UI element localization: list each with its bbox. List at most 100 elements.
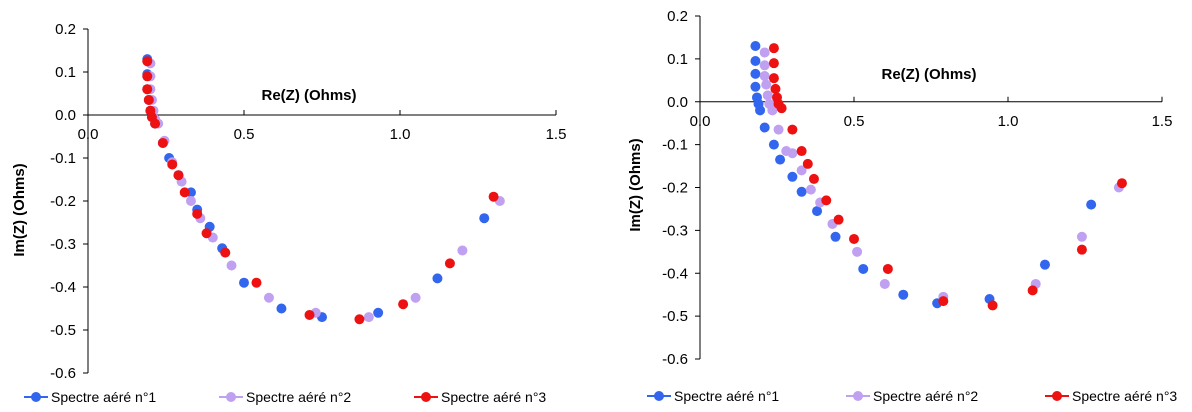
data-point	[201, 228, 212, 239]
data-point	[796, 186, 807, 197]
legend-marker	[654, 391, 664, 401]
data-point	[142, 56, 153, 67]
y-tick-label: -0.5	[662, 308, 688, 325]
legend-label: Spectre aéré n°1	[51, 389, 156, 405]
axes	[83, 28, 557, 374]
chart-1: Re(Z) (Ohms) Im(Z) (Ohms) 0.2 0.1 0.0 -0.1 -…	[11, 21, 566, 405]
data-point	[750, 81, 761, 92]
data-point	[787, 171, 798, 182]
data-point	[457, 245, 468, 256]
y-tick-label: 0.0	[667, 94, 688, 111]
y-tick-label: -0.6	[50, 365, 76, 382]
data-point	[821, 195, 832, 206]
data-point	[304, 309, 315, 320]
legend-item: Spectre aéré n°2	[219, 389, 351, 405]
data-point	[858, 263, 869, 274]
data-point	[143, 94, 154, 105]
data-point	[987, 300, 998, 311]
legend-marker	[226, 392, 236, 402]
data-point	[759, 60, 770, 71]
y-tick-label: -0.3	[50, 236, 76, 253]
data-point	[767, 105, 778, 116]
data-points	[750, 41, 1127, 311]
legend-label: Spectre aéré n°3	[441, 389, 546, 405]
y-tick-labels: 0.2 0.1 0.0 -0.1 -0.2 -0.3 -0.4 -0.5 -0.6	[50, 21, 76, 382]
y-tick-label: 0.1	[667, 51, 688, 68]
data-point	[363, 312, 374, 323]
y-tick-label: -0.4	[662, 265, 688, 282]
x-tick-label: 1.5	[1152, 113, 1173, 130]
x-tick-label: 1.0	[998, 113, 1019, 130]
y-tick-label: -0.4	[50, 279, 76, 296]
data-point	[444, 258, 455, 269]
y-tick-label: 0.0	[55, 107, 76, 124]
data-point	[142, 84, 153, 95]
data-point	[796, 146, 807, 157]
data-point	[226, 260, 237, 271]
data-point	[898, 289, 909, 300]
legend-item: Spectre aéré n°1	[647, 388, 779, 404]
data-points	[142, 54, 505, 325]
data-point	[185, 196, 196, 206]
data-point	[488, 191, 499, 202]
data-point	[882, 263, 893, 274]
data-point	[750, 56, 761, 67]
y-tick-label: -0.3	[662, 222, 688, 239]
legend-label: Spectre aéré n°2	[873, 388, 978, 404]
data-point	[759, 71, 770, 82]
data-point	[768, 58, 779, 69]
y-axis-title: Im(Z) (Ohms)	[11, 163, 28, 256]
x-tick-label: 1.5	[546, 126, 567, 143]
y-tick-label: -0.5	[50, 322, 76, 339]
data-point	[1116, 178, 1127, 189]
legend-marker	[421, 392, 431, 402]
series-2	[759, 47, 1124, 302]
legend-label: Spectre aéré n°2	[246, 389, 351, 405]
legend-item: Spectre aéré n°2	[846, 388, 978, 404]
data-point	[432, 273, 443, 284]
data-point	[251, 277, 262, 288]
data-point	[173, 170, 184, 181]
legend-item: Spectre aéré n°3	[1045, 388, 1177, 404]
data-point	[768, 43, 779, 54]
data-point	[776, 103, 787, 114]
legend-item: Spectre aéré n°3	[414, 389, 546, 405]
data-point	[787, 124, 798, 135]
legend-marker	[1052, 391, 1062, 401]
data-point	[773, 124, 784, 135]
data-point	[812, 206, 823, 217]
y-tick-label: -0.2	[50, 193, 76, 210]
data-point	[759, 47, 770, 58]
y-tick-label: 0.1	[55, 64, 76, 81]
data-point	[775, 154, 786, 165]
data-point	[239, 277, 249, 288]
data-point	[830, 231, 841, 242]
x-tick-label: 0.5	[234, 126, 255, 143]
data-point	[802, 158, 813, 169]
data-point	[805, 184, 816, 195]
data-point	[750, 68, 761, 79]
y-tick-label: -0.1	[662, 137, 688, 154]
data-point	[276, 303, 287, 314]
legend: Spectre aéré n°1 Spectre aéré n°2 Spectre …	[24, 389, 546, 405]
y-tick-labels: 0.2 0.1 0.0 -0.1 -0.2 -0.3 -0.4 -0.5 -0.6	[662, 8, 688, 368]
data-point	[1076, 244, 1087, 255]
y-axis-title: Im(Z) (Ohms)	[627, 138, 644, 231]
data-point	[479, 213, 490, 224]
data-point	[879, 278, 890, 289]
x-axis-title: Re(Z) (Ohms)	[882, 66, 977, 83]
data-point	[398, 299, 409, 310]
data-point	[762, 90, 773, 101]
data-point	[142, 71, 153, 82]
legend-item: Spectre aéré n°1	[24, 389, 156, 405]
series-1	[750, 41, 1097, 309]
data-point	[150, 118, 161, 129]
legend-marker	[853, 391, 863, 401]
legend-label: Spectre aéré n°1	[674, 388, 779, 404]
data-point	[220, 247, 231, 258]
legend-label: Spectre aéré n°3	[1072, 388, 1177, 404]
data-point	[1027, 285, 1038, 296]
data-point	[755, 105, 766, 116]
data-point	[852, 246, 863, 257]
data-point	[263, 292, 274, 303]
